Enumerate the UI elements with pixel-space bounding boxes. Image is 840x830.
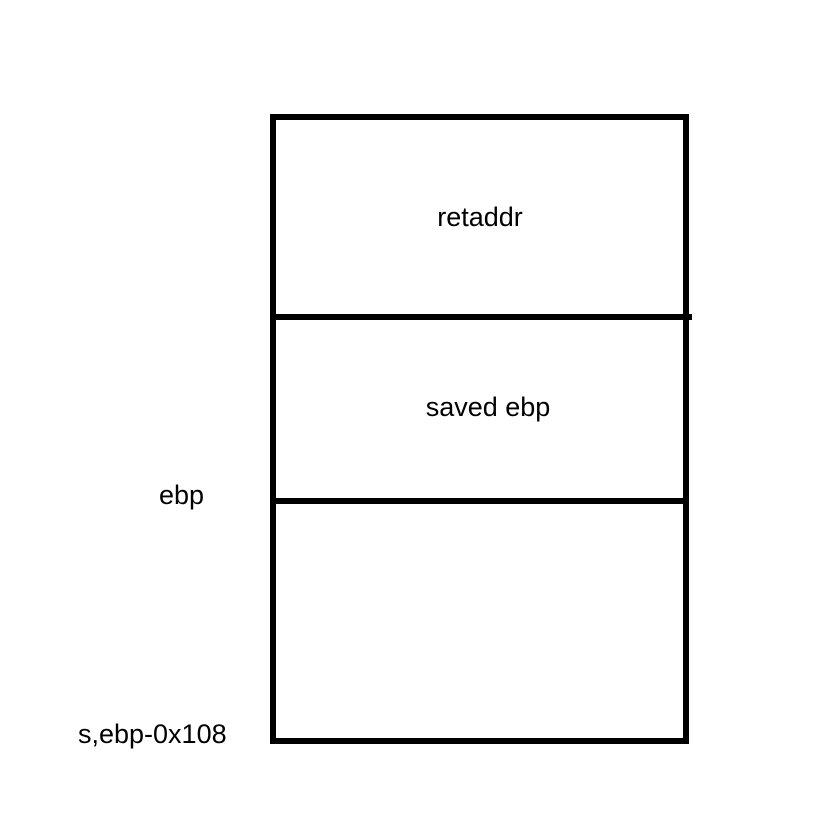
saved-ebp-cell-label: saved ebp — [425, 392, 551, 422]
stack-frame-box — [270, 114, 689, 744]
buffer-start-marker-label: s,ebp-0x108 — [78, 719, 227, 749]
retaddr-saved-ebp-divider — [270, 314, 692, 320]
ebp-marker-label: ebp — [159, 480, 205, 510]
saved-ebp-buffer-divider — [270, 498, 689, 504]
retaddr-cell-label: retaddr — [437, 202, 523, 232]
